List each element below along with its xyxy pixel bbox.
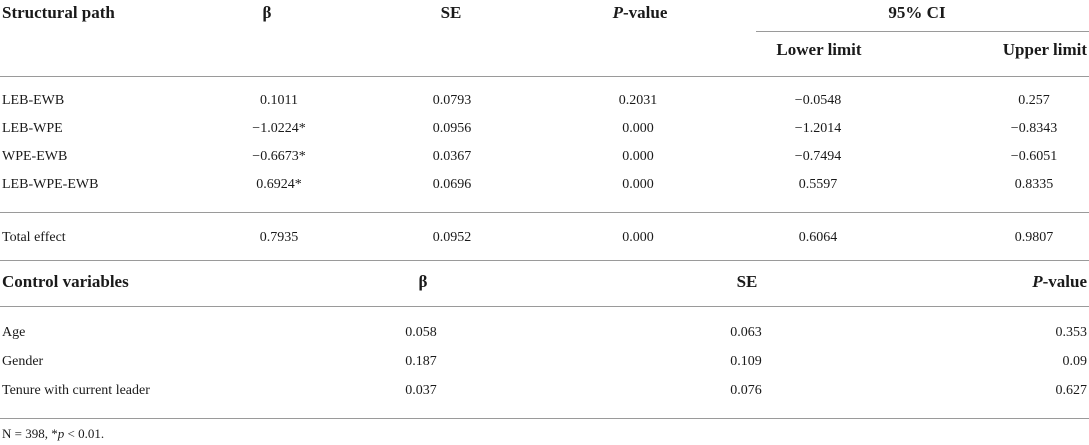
header-structural-path: Structural path <box>2 3 115 22</box>
row-path: LEB-EWB <box>2 93 65 108</box>
total-se: 0.0952 <box>432 230 472 245</box>
table-footnote: N = 398, *p < 0.01. <box>2 426 104 442</box>
total-p: 0.000 <box>622 230 654 245</box>
control-beta: 0.037 <box>405 383 437 398</box>
row-beta: 0.1011 <box>260 93 298 108</box>
row-path: WPE-EWB <box>2 149 68 164</box>
control-beta: 0.187 <box>405 354 437 369</box>
row-path: LEB-WPE-EWB <box>2 177 99 192</box>
control-name: Gender <box>2 354 44 369</box>
row-lower: −0.7494 <box>794 149 842 164</box>
header-se: SE <box>440 3 462 22</box>
total-beta: 0.7935 <box>259 230 299 245</box>
total-top-rule <box>0 212 1089 213</box>
row-lower: −1.2014 <box>794 121 842 136</box>
total-upper: 0.9807 <box>1014 230 1054 245</box>
row-beta: 0.6924* <box>256 177 302 192</box>
header-p-rest: -value <box>623 3 668 22</box>
row-beta: −1.0224* <box>252 121 306 136</box>
header-beta: β <box>262 3 272 22</box>
control-top-rule <box>0 260 1089 261</box>
row-upper: −0.6051 <box>1010 149 1058 164</box>
row-p: 0.000 <box>622 177 654 192</box>
control-name: Tenure with current leader <box>2 383 150 398</box>
footnote-top-rule <box>0 418 1089 419</box>
footnote-n: N = 398, * <box>2 426 58 441</box>
control-se: 0.063 <box>730 325 762 340</box>
header-lower-limit: Lower limit <box>776 40 862 59</box>
row-se: 0.0696 <box>432 177 472 192</box>
control-header-p-italic: P <box>1032 272 1043 291</box>
row-p: 0.2031 <box>618 93 658 108</box>
header-upper-limit: Upper limit <box>1002 40 1087 59</box>
control-name: Age <box>2 325 26 340</box>
header-bottom-rule <box>0 76 1089 77</box>
header-p-italic: P <box>612 3 623 22</box>
row-lower: −0.0548 <box>794 93 842 108</box>
header-p-value: P-value <box>613 3 668 23</box>
control-p: 0.627 <box>1055 383 1088 398</box>
control-p: 0.09 <box>1062 354 1088 369</box>
row-se: 0.0956 <box>432 121 472 136</box>
row-p: 0.000 <box>622 121 654 136</box>
control-se: 0.109 <box>730 354 762 369</box>
row-se: 0.0367 <box>432 149 472 164</box>
row-upper: −0.8343 <box>1010 121 1058 136</box>
row-beta: −0.6673* <box>252 149 306 164</box>
row-upper: 0.257 <box>1018 93 1050 108</box>
header-control-variables: Control variables <box>2 272 129 291</box>
row-lower: 0.5597 <box>798 177 838 192</box>
control-beta: 0.058 <box>405 325 437 340</box>
control-header-rule <box>0 306 1089 307</box>
row-upper: 0.8335 <box>1014 177 1054 192</box>
total-lower: 0.6064 <box>798 230 838 245</box>
footnote-p-italic: p <box>57 426 65 441</box>
ci-underline <box>756 31 1089 32</box>
control-se: 0.076 <box>730 383 762 398</box>
control-header-beta: β <box>418 272 428 291</box>
header-95-ci: 95% CI <box>888 3 946 22</box>
control-header-p-rest: -value <box>1042 272 1087 291</box>
footnote-rest: < 0.01. <box>64 426 105 441</box>
control-header-se: SE <box>736 272 758 291</box>
control-p: 0.353 <box>1055 325 1088 340</box>
row-path: LEB-WPE <box>2 121 63 136</box>
total-path: Total effect <box>2 230 66 245</box>
control-header-p-value: P-value <box>1032 272 1087 292</box>
row-p: 0.000 <box>622 149 654 164</box>
row-se: 0.0793 <box>432 93 472 108</box>
